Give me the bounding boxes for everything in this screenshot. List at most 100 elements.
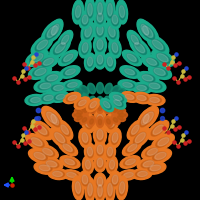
Ellipse shape bbox=[50, 24, 60, 37]
Ellipse shape bbox=[33, 68, 46, 77]
Point bbox=[26, 66, 30, 70]
Ellipse shape bbox=[87, 147, 93, 158]
Point bbox=[35, 52, 38, 55]
Point bbox=[24, 78, 27, 81]
Point bbox=[172, 56, 175, 59]
Ellipse shape bbox=[46, 111, 59, 125]
Ellipse shape bbox=[96, 13, 104, 24]
Ellipse shape bbox=[81, 15, 89, 26]
Ellipse shape bbox=[109, 11, 121, 29]
Ellipse shape bbox=[36, 124, 49, 136]
Ellipse shape bbox=[105, 116, 112, 127]
Ellipse shape bbox=[118, 90, 123, 94]
Ellipse shape bbox=[118, 80, 138, 90]
Point bbox=[37, 61, 40, 64]
Ellipse shape bbox=[96, 55, 104, 66]
Ellipse shape bbox=[105, 111, 119, 133]
Point bbox=[170, 124, 173, 127]
Ellipse shape bbox=[147, 35, 169, 55]
Ellipse shape bbox=[85, 26, 92, 37]
Ellipse shape bbox=[115, 88, 126, 96]
Ellipse shape bbox=[155, 152, 166, 160]
Ellipse shape bbox=[149, 149, 171, 163]
Ellipse shape bbox=[81, 111, 95, 133]
Ellipse shape bbox=[42, 148, 55, 157]
Ellipse shape bbox=[141, 114, 149, 125]
Ellipse shape bbox=[32, 54, 43, 62]
Ellipse shape bbox=[82, 156, 94, 174]
Ellipse shape bbox=[85, 160, 91, 169]
Ellipse shape bbox=[137, 85, 148, 91]
Point bbox=[16, 144, 20, 148]
Ellipse shape bbox=[51, 24, 59, 35]
Ellipse shape bbox=[26, 134, 48, 150]
Ellipse shape bbox=[75, 93, 81, 97]
Ellipse shape bbox=[79, 11, 91, 29]
Ellipse shape bbox=[88, 83, 95, 94]
Ellipse shape bbox=[98, 184, 102, 196]
Ellipse shape bbox=[79, 171, 91, 189]
Ellipse shape bbox=[36, 125, 47, 135]
Ellipse shape bbox=[38, 55, 58, 69]
Ellipse shape bbox=[123, 82, 134, 88]
Ellipse shape bbox=[96, 177, 104, 188]
Ellipse shape bbox=[39, 92, 57, 104]
Ellipse shape bbox=[80, 105, 89, 115]
Ellipse shape bbox=[112, 43, 118, 52]
Ellipse shape bbox=[94, 125, 106, 145]
Ellipse shape bbox=[137, 158, 159, 170]
Ellipse shape bbox=[107, 183, 113, 198]
Point bbox=[182, 134, 185, 137]
Ellipse shape bbox=[111, 105, 120, 115]
Point bbox=[174, 64, 177, 67]
Ellipse shape bbox=[112, 133, 118, 142]
Ellipse shape bbox=[96, 82, 104, 94]
Ellipse shape bbox=[80, 85, 89, 95]
Ellipse shape bbox=[112, 175, 118, 184]
Ellipse shape bbox=[120, 156, 140, 168]
Ellipse shape bbox=[154, 68, 165, 76]
Ellipse shape bbox=[81, 43, 89, 54]
Ellipse shape bbox=[62, 54, 73, 63]
Ellipse shape bbox=[152, 40, 163, 50]
Ellipse shape bbox=[87, 183, 93, 198]
Ellipse shape bbox=[127, 54, 136, 62]
Ellipse shape bbox=[97, 114, 103, 125]
Ellipse shape bbox=[142, 74, 155, 82]
Ellipse shape bbox=[119, 181, 125, 196]
Point bbox=[184, 66, 188, 69]
Ellipse shape bbox=[96, 145, 104, 156]
Ellipse shape bbox=[87, 3, 93, 18]
Ellipse shape bbox=[149, 65, 171, 79]
Point bbox=[30, 124, 33, 127]
Ellipse shape bbox=[94, 19, 106, 41]
Ellipse shape bbox=[125, 94, 136, 100]
Ellipse shape bbox=[84, 116, 92, 129]
Ellipse shape bbox=[94, 141, 106, 159]
Ellipse shape bbox=[34, 152, 47, 161]
Ellipse shape bbox=[143, 161, 154, 167]
Ellipse shape bbox=[98, 105, 102, 111]
Ellipse shape bbox=[144, 80, 166, 92]
Ellipse shape bbox=[66, 82, 77, 88]
Ellipse shape bbox=[72, 176, 84, 200]
Ellipse shape bbox=[142, 26, 153, 37]
Ellipse shape bbox=[104, 143, 116, 161]
Ellipse shape bbox=[61, 125, 70, 136]
Ellipse shape bbox=[53, 42, 66, 55]
Ellipse shape bbox=[141, 160, 154, 168]
Ellipse shape bbox=[125, 69, 135, 75]
Ellipse shape bbox=[75, 6, 81, 17]
Ellipse shape bbox=[105, 96, 112, 107]
Ellipse shape bbox=[116, 112, 128, 118]
Ellipse shape bbox=[128, 144, 137, 152]
Ellipse shape bbox=[115, 108, 126, 116]
Ellipse shape bbox=[94, 51, 106, 69]
Point bbox=[32, 120, 35, 123]
Ellipse shape bbox=[127, 120, 143, 140]
Ellipse shape bbox=[98, 2, 102, 15]
Ellipse shape bbox=[26, 50, 48, 66]
Ellipse shape bbox=[140, 114, 150, 127]
Ellipse shape bbox=[87, 147, 93, 156]
Ellipse shape bbox=[116, 0, 128, 24]
